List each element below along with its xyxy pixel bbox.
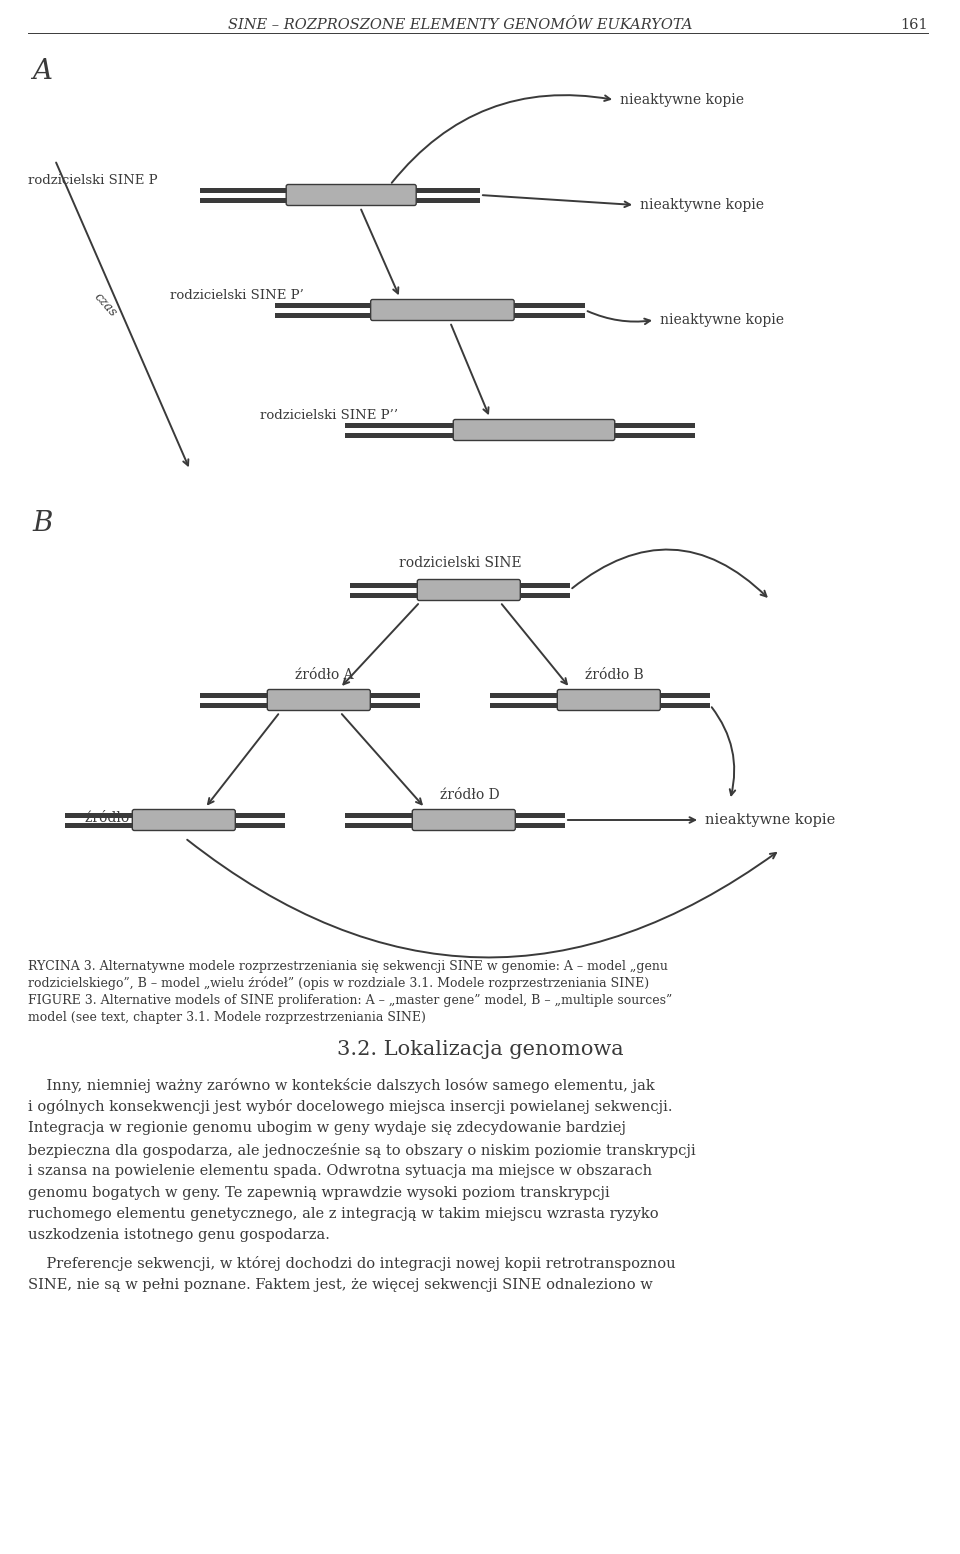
- Text: Preferencje sekwencji, w której dochodzi do integracji nowej kopii retrotranspoz: Preferencje sekwencji, w której dochodzi…: [28, 1256, 676, 1271]
- Text: SINE, nie są w pełni poznane. Faktem jest, że więcej sekwencji SINE odnaleziono : SINE, nie są w pełni poznane. Faktem jes…: [28, 1277, 653, 1291]
- Bar: [345, 817, 565, 822]
- FancyBboxPatch shape: [132, 810, 235, 830]
- Text: czas: czas: [91, 291, 119, 320]
- Text: rodzicielski SINE P’: rodzicielski SINE P’: [170, 289, 304, 301]
- Text: FIGURE 3. Alternative models of SINE proliferation: A – „master gene” model, B –: FIGURE 3. Alternative models of SINE pro…: [28, 995, 672, 1007]
- Bar: [200, 188, 480, 193]
- Bar: [275, 303, 585, 308]
- Text: źródło B: źródło B: [585, 668, 644, 682]
- Text: nieaktywne kopie: nieaktywne kopie: [640, 197, 764, 211]
- Text: SINE – ROZPROSZONE ELEMENTY GENOMÓW EUKARYOTA: SINE – ROZPROSZONE ELEMENTY GENOMÓW EUKA…: [228, 19, 692, 33]
- Text: A: A: [32, 57, 52, 85]
- Bar: [350, 587, 570, 592]
- FancyBboxPatch shape: [412, 810, 516, 830]
- Text: nieaktywne kopie: nieaktywne kopie: [620, 93, 744, 107]
- Text: nieaktywne kopie: nieaktywne kopie: [660, 312, 784, 326]
- Text: genomu bogatych w geny. Te zapewnią wprawdzie wysoki poziom transkrypcji: genomu bogatych w geny. Te zapewnią wpra…: [28, 1186, 610, 1200]
- Text: 3.2. Lokalizacja genomowa: 3.2. Lokalizacja genomowa: [337, 1040, 623, 1058]
- Text: i ogólnych konsekwencji jest wybór docelowego miejsca insercji powielanej sekwen: i ogólnych konsekwencji jest wybór docel…: [28, 1100, 673, 1114]
- Text: źródło C: źródło C: [85, 811, 144, 825]
- FancyBboxPatch shape: [267, 690, 371, 710]
- Bar: [345, 423, 695, 427]
- Text: źródło D: źródło D: [440, 788, 499, 802]
- Text: rodzicielski SINE P: rodzicielski SINE P: [28, 174, 157, 186]
- Text: B: B: [32, 510, 53, 538]
- Bar: [65, 822, 285, 827]
- FancyBboxPatch shape: [418, 580, 520, 600]
- FancyBboxPatch shape: [371, 300, 515, 320]
- Text: nieaktywne kopie: nieaktywne kopie: [705, 813, 835, 827]
- Bar: [275, 308, 585, 312]
- Bar: [200, 197, 480, 202]
- FancyBboxPatch shape: [286, 185, 417, 205]
- Text: i szansa na powielenie elementu spada. Odwrotna sytuacja ma miejsce w obszarach: i szansa na powielenie elementu spada. O…: [28, 1164, 652, 1178]
- Text: RYCINA 3. Alternatywne modele rozprzestrzeniania się sekwencji SINE w genomie: A: RYCINA 3. Alternatywne modele rozprzestr…: [28, 960, 668, 973]
- Bar: [345, 813, 565, 817]
- Bar: [200, 702, 420, 707]
- Bar: [345, 432, 695, 438]
- Text: źródło A: źródło A: [295, 668, 353, 682]
- Text: model (see text, chapter 3.1. Modele rozprzestrzeniania SINE): model (see text, chapter 3.1. Modele roz…: [28, 1012, 426, 1024]
- Bar: [490, 693, 710, 698]
- Text: Inny, niemniej ważny zarówno w kontekście dalszych losów samego elementu, jak: Inny, niemniej ważny zarówno w kontekści…: [28, 1078, 655, 1092]
- Text: rodzicielskiego”, B – model „wielu źródeł” (opis w rozdziale 3.1. Modele rozprze: rodzicielskiego”, B – model „wielu źróde…: [28, 977, 649, 990]
- Text: bezpieczna dla gospodarza, ale jednocześnie są to obszary o niskim poziomie tran: bezpieczna dla gospodarza, ale jednocześ…: [28, 1142, 696, 1158]
- Bar: [345, 822, 565, 827]
- Bar: [490, 702, 710, 707]
- Bar: [275, 312, 585, 317]
- FancyBboxPatch shape: [558, 690, 660, 710]
- FancyBboxPatch shape: [453, 420, 614, 440]
- Bar: [65, 813, 285, 817]
- Bar: [200, 693, 420, 698]
- Text: 161: 161: [900, 19, 928, 33]
- Bar: [200, 193, 480, 197]
- Bar: [350, 583, 570, 587]
- Text: uszkodzenia istotnego genu gospodarza.: uszkodzenia istotnego genu gospodarza.: [28, 1229, 330, 1243]
- Bar: [200, 698, 420, 702]
- Text: rodzicielski SINE P’’: rodzicielski SINE P’’: [260, 409, 398, 423]
- Text: Integracja w regionie genomu ubogim w geny wydaje się zdecydowanie bardziej: Integracja w regionie genomu ubogim w ge…: [28, 1120, 626, 1134]
- Bar: [490, 698, 710, 702]
- Text: rodzicielski SINE: rodzicielski SINE: [398, 556, 521, 570]
- Text: ruchomego elementu genetycznego, ale z integracją w takim miejscu wzrasta ryzyko: ruchomego elementu genetycznego, ale z i…: [28, 1207, 659, 1221]
- Bar: [345, 427, 695, 432]
- Bar: [350, 592, 570, 597]
- Bar: [65, 817, 285, 822]
